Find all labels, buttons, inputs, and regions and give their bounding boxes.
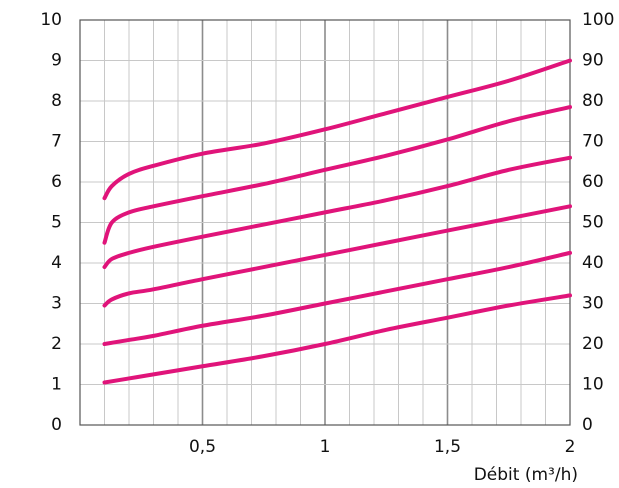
y-tick-right: 30 [582,294,604,314]
y-tick-right: 40 [582,253,604,273]
y-tick-left: 0 [51,415,62,435]
y-tick-left: 1 [51,375,62,395]
y-tick-right: 10 [582,375,604,395]
x-tick: 0,5 [189,437,216,457]
y-tick-right: 0 [582,415,593,435]
series-line-6 [102,293,572,385]
series-line-3 [102,155,572,270]
y-tick-right: 50 [582,213,604,233]
series-line-4 [102,204,572,308]
y-tick-left: 5 [51,213,62,233]
y-tick-right: 70 [582,132,604,152]
series-line-5 [102,250,572,346]
y-tick-left: 2 [51,334,62,354]
x-axis-label: Débit (m³/h) [474,465,578,485]
x-tick: 2 [565,437,576,457]
x-axis: 0,5 1 1,5 2 [189,437,575,457]
y-tick-left: 10 [40,10,62,30]
plot-frame [79,19,571,426]
y-axis-left: 0 1 2 3 4 5 6 7 8 9 10 [40,10,62,435]
y-tick-right: 80 [582,91,604,111]
y-tick-right: 20 [582,334,604,354]
x-tick: 1 [320,437,331,457]
y-tick-left: 8 [51,91,62,111]
y-tick-right: 100 [582,10,614,30]
y-tick-right: 60 [582,172,604,192]
y-tick-left: 7 [51,132,62,152]
series-line-2 [102,105,572,245]
y-tick-left: 3 [51,294,62,314]
series-line-1 [102,58,572,201]
grid [80,20,570,425]
y-tick-left: 9 [51,51,62,71]
y-axis-right: 0 10 20 30 40 50 60 70 80 90 100 [582,10,614,435]
y-tick-right: 90 [582,51,604,71]
series-group [102,58,572,385]
y-tick-left: 6 [51,172,62,192]
y-tick-left: 4 [51,253,62,273]
x-tick: 1,5 [434,437,461,457]
